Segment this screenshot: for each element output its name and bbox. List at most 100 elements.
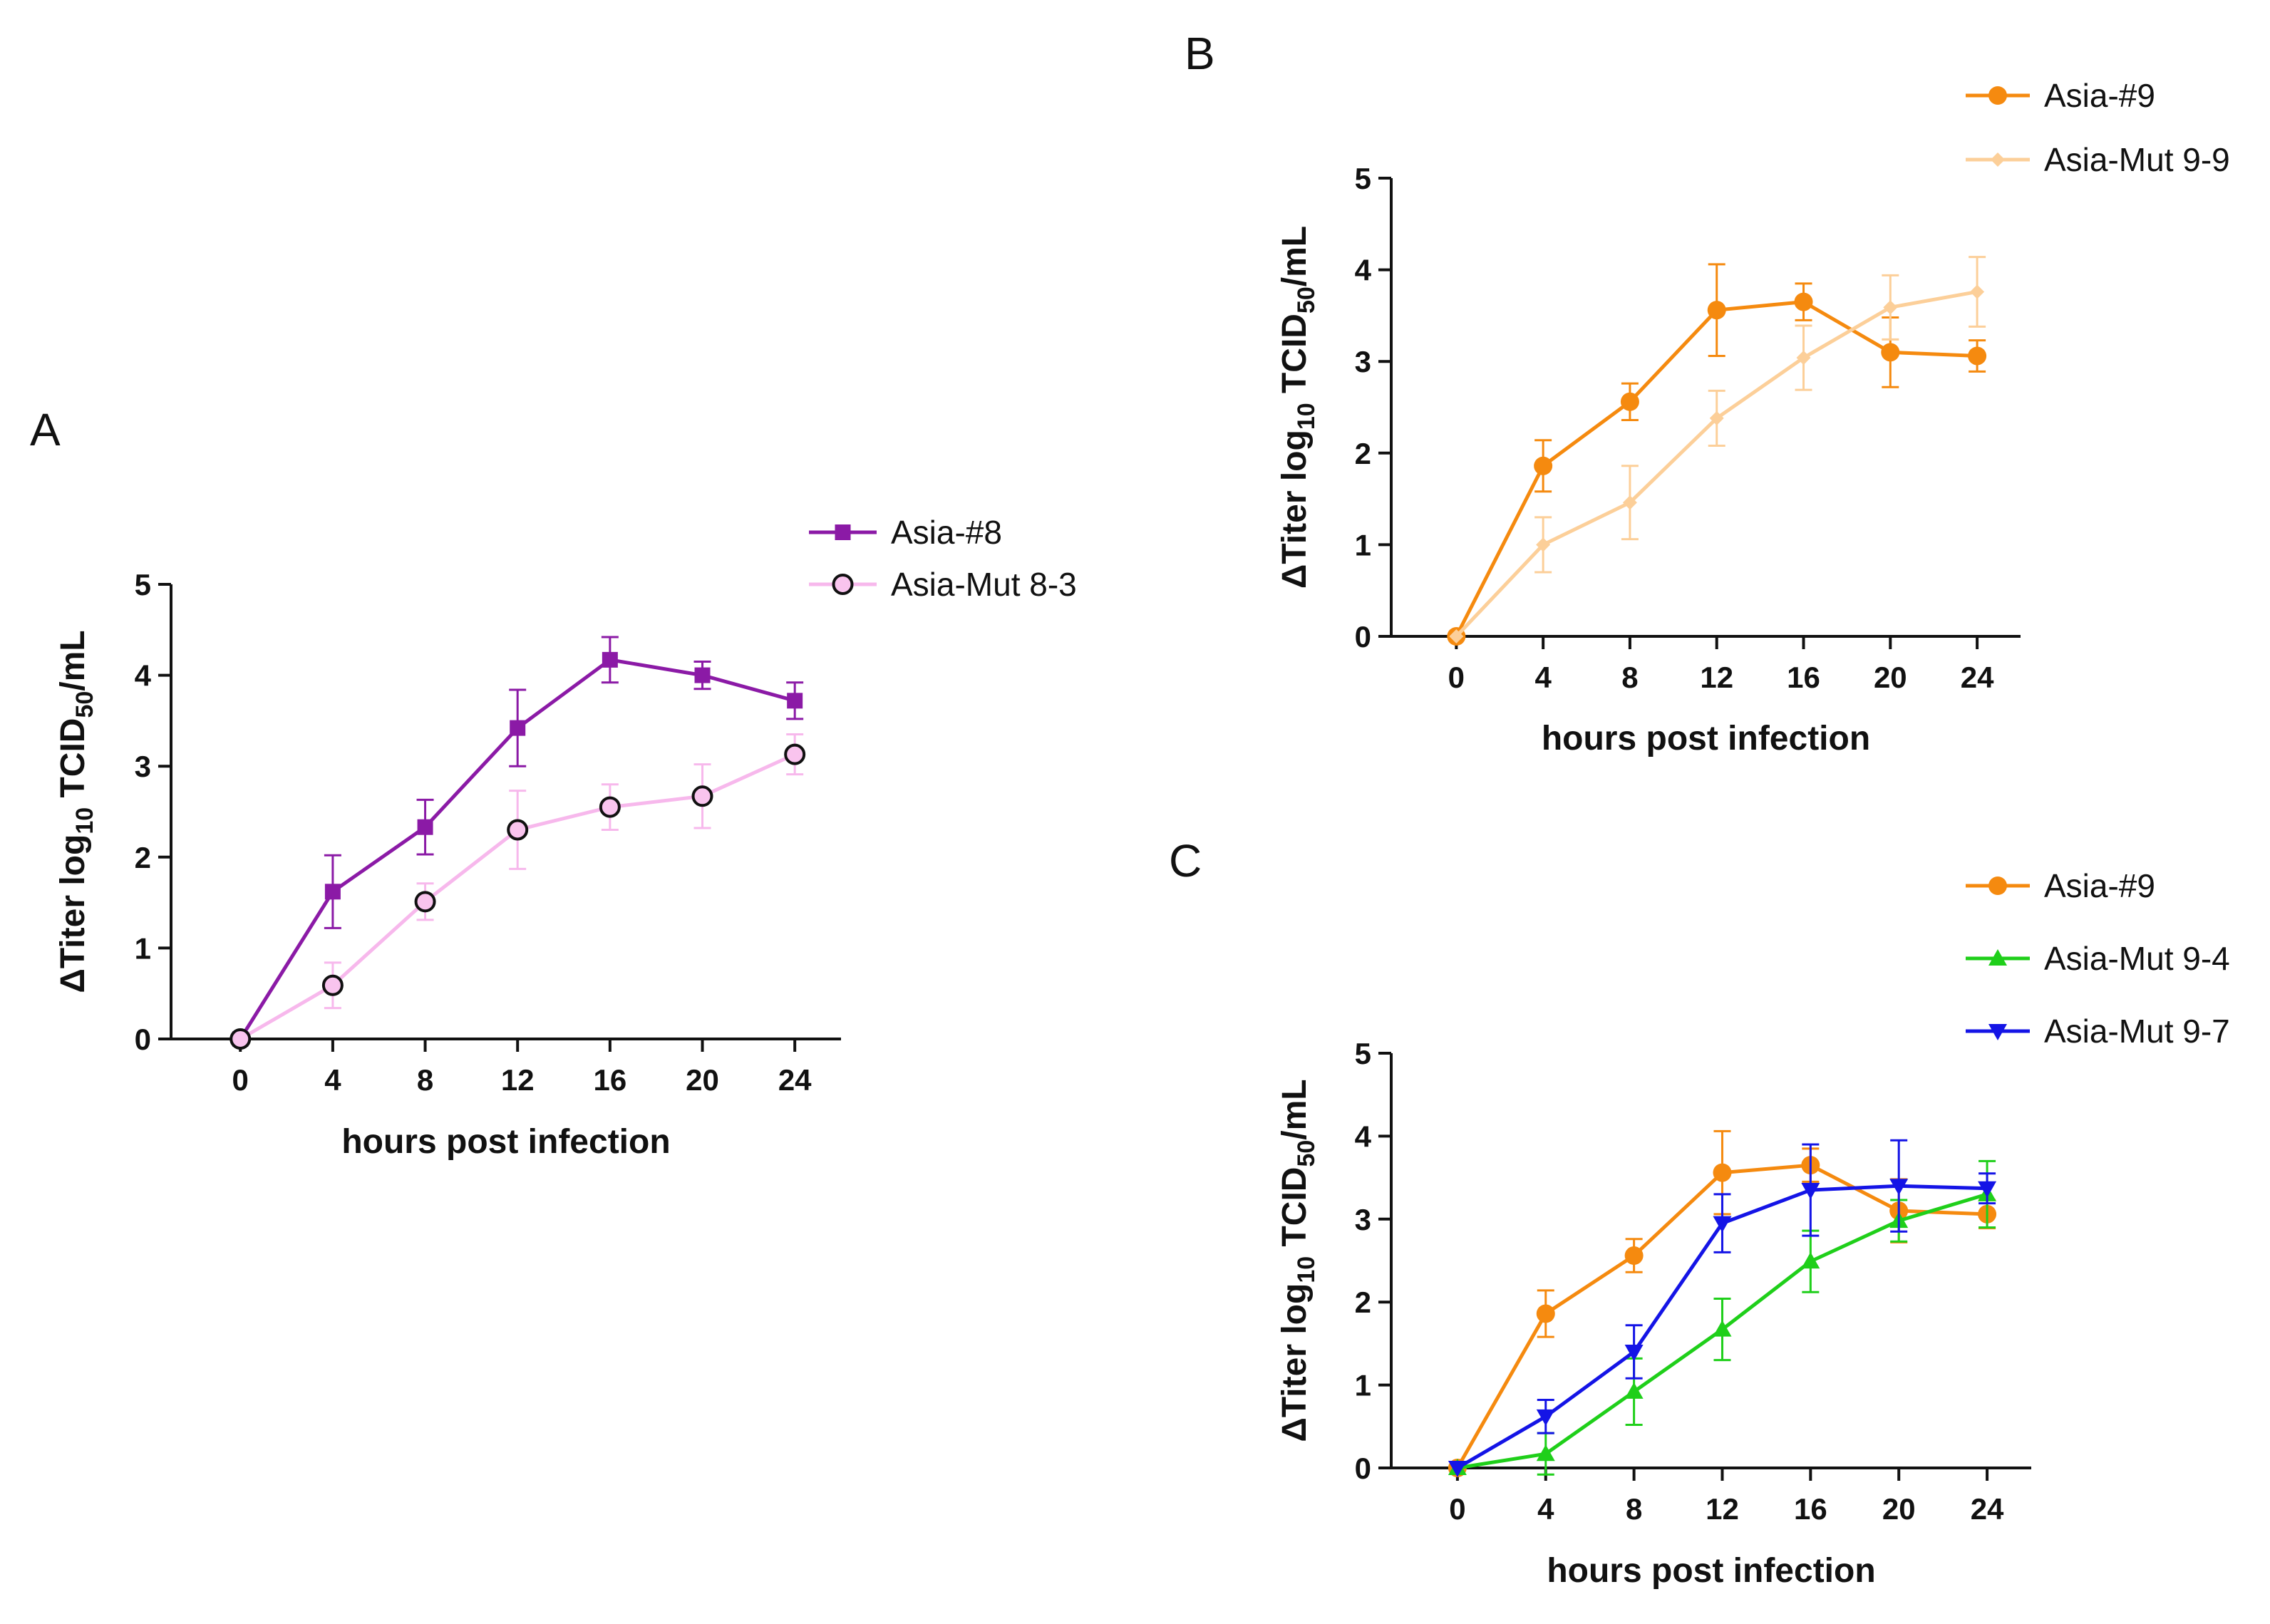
panel-b-legend-label: Asia-#9 bbox=[2044, 77, 2155, 114]
panel-c-y-tick-label: 3 bbox=[1355, 1203, 1371, 1236]
panel-a-series-2-point bbox=[414, 891, 436, 913]
panel-b-series-2-point bbox=[1536, 537, 1551, 552]
panel-c-y-axis-title-part: TCID bbox=[1276, 1167, 1314, 1256]
panel-a-legend-item: Asia-Mut 8-3 bbox=[809, 566, 1077, 603]
panel-a-y-axis-title-part: TCID bbox=[54, 718, 92, 807]
panel-c-y-axis-title-part: /mL bbox=[1276, 1079, 1314, 1139]
panel-a-series-1-point bbox=[417, 819, 433, 835]
panel-c-series-2-point bbox=[1801, 1252, 1820, 1269]
panel-c-y-axis-title: ΔTiter log10 TCID50/mL bbox=[1276, 1079, 1320, 1442]
panel-c-x-tick-label: 12 bbox=[1706, 1492, 1739, 1526]
panel-c-series-3-point bbox=[1448, 1461, 1467, 1477]
panel-c-x-tick-label: 20 bbox=[1882, 1492, 1916, 1526]
panel-a-series-2-point bbox=[599, 796, 621, 818]
panel-c-series-2-point bbox=[1713, 1320, 1732, 1337]
panel-c-x-tick-label: 24 bbox=[1971, 1492, 2004, 1526]
panel-c-letter: C bbox=[1169, 835, 1202, 886]
panel-a-series-1-point bbox=[602, 651, 618, 668]
panel-b-y-tick-label: 1 bbox=[1355, 528, 1371, 562]
panel-c-series-3-point bbox=[1801, 1183, 1820, 1200]
panel-a-y-tick-label: 1 bbox=[135, 931, 151, 965]
panel-a-legend-swatch-marker bbox=[835, 524, 851, 540]
panel-a-x-tick-label: 4 bbox=[324, 1063, 341, 1097]
panel-a-x-tick-label: 12 bbox=[501, 1063, 535, 1097]
panel-c-series-1-point bbox=[1624, 1246, 1644, 1266]
panel-a-series-1-point bbox=[787, 693, 803, 709]
panel-b-series-2-point bbox=[1796, 351, 1811, 366]
panel-a-series-2-point bbox=[507, 819, 529, 841]
panel-a-x-tick-label: 0 bbox=[232, 1063, 249, 1097]
panel-c-legend-item: Asia-Mut 9-4 bbox=[1966, 940, 2230, 977]
panel-a-y-axis-title-part: 10 bbox=[71, 807, 98, 834]
panel-a-legend-item: Asia-#8 bbox=[809, 514, 1002, 551]
panel-a-x-tick-label: 24 bbox=[778, 1063, 812, 1097]
panel-c-legend-item: Asia-Mut 9-7 bbox=[1966, 1013, 2230, 1050]
panel-c-series-3 bbox=[1448, 1139, 1997, 1477]
panel-b-y-axis-title-part: 10 bbox=[1293, 403, 1320, 430]
panel-b-y-axis-title-part: ΔTiter log bbox=[1276, 430, 1314, 589]
panel-c-series-3-point bbox=[1536, 1409, 1555, 1426]
panel-c-series-2-point bbox=[1536, 1444, 1555, 1462]
panel-a-series-2-point bbox=[229, 1028, 252, 1050]
panel-a-y-axis-title-part: ΔTiter log bbox=[54, 834, 92, 993]
panel-b-series-1-point bbox=[1707, 301, 1726, 320]
panel-b-series-1-point bbox=[1968, 346, 1987, 366]
panel-c-legend-item: Asia-#9 bbox=[1966, 867, 2155, 904]
panel-a-series-2 bbox=[229, 733, 806, 1050]
panel-a-x-tick-label: 8 bbox=[417, 1063, 433, 1097]
panel-a-series-2-point bbox=[321, 974, 344, 996]
panel-b-series-1 bbox=[1447, 263, 1987, 646]
panel-a-x-tick-label: 20 bbox=[686, 1063, 719, 1097]
panel-a-y-tick-label: 4 bbox=[135, 659, 152, 693]
panel-c-y-tick-label: 2 bbox=[1355, 1286, 1371, 1319]
panel-b-y-axis-title-part: TCID bbox=[1276, 314, 1314, 403]
panel-b-x-tick-label: 0 bbox=[1448, 661, 1465, 694]
panel-b-y-tick-label: 5 bbox=[1355, 162, 1371, 195]
panel-c-y-tick-label: 5 bbox=[1355, 1037, 1371, 1070]
panel-c-legend-label: Asia-Mut 9-7 bbox=[2044, 1013, 2230, 1050]
panel-b-x-tick-label: 8 bbox=[1621, 661, 1638, 694]
panel-b-y-axis-title: ΔTiter log10 TCID50/mL bbox=[1276, 226, 1320, 589]
panel-b-legend-item: Asia-#9 bbox=[1966, 77, 2155, 114]
panel-a-y-tick-label: 0 bbox=[135, 1023, 151, 1056]
panel-a-series-2-point bbox=[691, 785, 713, 807]
panel-a-series-1-point bbox=[510, 720, 526, 736]
panel-c-y-axis-title-part: 10 bbox=[1293, 1256, 1320, 1283]
panel-c-x-tick-label: 16 bbox=[1794, 1492, 1827, 1526]
panel-b-x-tick-label: 12 bbox=[1700, 661, 1733, 694]
panel-b-x-tick-label: 16 bbox=[1787, 661, 1820, 694]
panel-a-legend-swatch-marker bbox=[832, 574, 854, 595]
panel-a-y-axis-title-part: 50 bbox=[71, 691, 98, 718]
panel-b-series-2-point bbox=[1449, 629, 1464, 643]
panel-b-series-1-point bbox=[1881, 343, 1900, 362]
panel-b-legend-label: Asia-Mut 9-9 bbox=[2044, 141, 2230, 178]
panel-c-y-tick-label: 0 bbox=[1355, 1452, 1371, 1485]
panel-b-y-tick-label: 3 bbox=[1355, 345, 1371, 378]
panel-a-series-1-point bbox=[324, 884, 341, 900]
panel-a-letter: A bbox=[30, 404, 61, 455]
panel-b-series-2-point bbox=[1709, 410, 1724, 425]
panel-a-legend-label: Asia-Mut 8-3 bbox=[891, 566, 1077, 603]
panel-c-series-2-point bbox=[1624, 1382, 1644, 1399]
panel-b-series-2 bbox=[1449, 256, 1986, 643]
panel-c-series-3-point bbox=[1889, 1179, 1909, 1196]
panel-c-legend-label: Asia-Mut 9-4 bbox=[2044, 940, 2230, 977]
panel-a-series-1-point bbox=[694, 667, 711, 683]
panel-c-legend-swatch-marker bbox=[1988, 1024, 2007, 1040]
panel-a-y-tick-label: 3 bbox=[135, 750, 151, 783]
panel-a-series-1 bbox=[232, 636, 804, 1047]
panel-c-x-axis-title: hours post infection bbox=[1547, 1552, 1875, 1590]
panel-b-legend-swatch-marker bbox=[1991, 152, 2005, 167]
panel-b-x-tick-label: 24 bbox=[1961, 661, 1994, 694]
panel-a-x-axis-title: hours post infection bbox=[341, 1123, 670, 1161]
panel-b-letter: B bbox=[1185, 28, 1215, 79]
panel-c-legend-swatch-marker bbox=[1988, 876, 2007, 895]
panel-c-series-1-point bbox=[1536, 1304, 1555, 1323]
panel-c-legend-label: Asia-#9 bbox=[2044, 867, 2155, 904]
panel-c-y-tick-label: 4 bbox=[1355, 1119, 1372, 1153]
panel-b-y-tick-label: 2 bbox=[1355, 437, 1371, 470]
